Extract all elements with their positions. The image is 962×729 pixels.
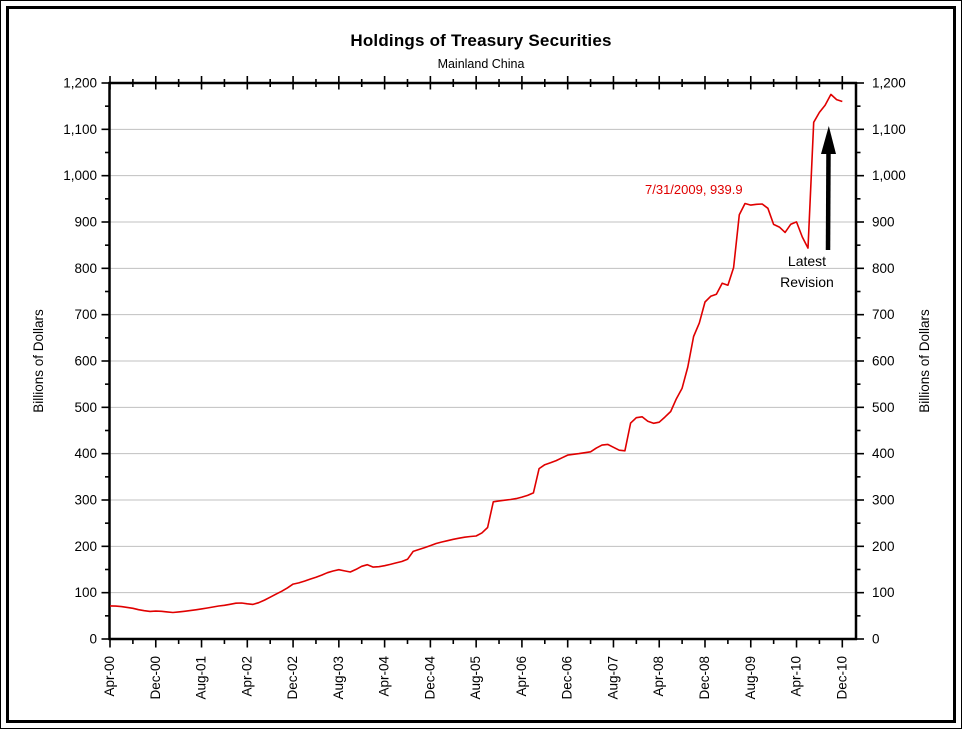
left-axis-tick-label: 1,200 (63, 76, 97, 91)
revision-note: Latest Revision (780, 251, 834, 293)
x-axis-tick-label: Aug-03 (331, 656, 346, 700)
left-axis-tick-label: 400 (74, 446, 97, 461)
right-axis-tick-label: 200 (872, 539, 895, 554)
right-axis-tick-label: 300 (872, 493, 895, 508)
x-axis-tick-label: Dec-08 (697, 656, 712, 700)
chart-title: Holdings of Treasury Securities (350, 31, 612, 50)
x-axis-tick-label: Dec-04 (422, 656, 437, 700)
left-axis-tick-label: 1,100 (63, 122, 97, 137)
x-axis-tick-label: Aug-09 (743, 656, 758, 700)
data-line-series (109, 93, 843, 614)
right-axis-tick-label: 500 (872, 400, 895, 415)
x-axis-tick-label: Dec-02 (285, 656, 300, 700)
x-axis-tick-label: Apr-08 (651, 656, 666, 697)
x-axis-tick-label: Apr-04 (377, 656, 392, 697)
x-axis-tick-label: Apr-06 (514, 656, 529, 697)
right-axis-tick-label: 0 (872, 632, 880, 647)
left-axis-tick-label: 300 (74, 493, 97, 508)
left-axis-tick-label: 0 (89, 632, 97, 647)
left-axis-tick-label: 700 (74, 307, 97, 322)
revision-note-line1: Latest (787, 253, 827, 269)
x-axis-tick-label: Dec-00 (148, 656, 163, 700)
x-axis-tick-label: Dec-10 (834, 656, 849, 700)
x-axis-tick-label: Aug-05 (468, 656, 483, 700)
right-axis-title: Billions of Dollars (917, 309, 932, 413)
left-axis-tick-label: 100 (74, 585, 97, 600)
revision-note-line2: Revision (780, 274, 834, 290)
left-axis-title: Billions of Dollars (31, 309, 46, 413)
x-axis-tick-label: Apr-10 (789, 656, 804, 697)
x-axis-tick-label: Aug-01 (194, 656, 209, 700)
left-axis-tick-label: 900 (74, 215, 97, 230)
left-axis-tick-label: 1,000 (63, 168, 97, 183)
left-axis-tick-label: 500 (74, 400, 97, 415)
chart-subtitle: Mainland China (437, 57, 525, 71)
right-axis-tick-label: 1,000 (872, 168, 906, 183)
x-axis-tick-label: Aug-07 (605, 656, 620, 700)
right-axis-tick-label: 400 (872, 446, 895, 461)
right-axis-tick-label: 600 (872, 354, 895, 369)
x-axis-tick-label: Apr-00 (102, 656, 117, 697)
left-axis-tick-label: 800 (74, 261, 97, 276)
right-axis-tick-label: 700 (872, 307, 895, 322)
right-axis-tick-label: 800 (872, 261, 895, 276)
peak-data-label: 7/31/2009, 939.9 (645, 182, 743, 197)
x-axis-tick-label: Dec-06 (560, 656, 575, 700)
right-axis-tick-label: 1,200 (872, 76, 906, 91)
revision-arrow-body (825, 150, 831, 251)
left-axis-tick-label: 600 (74, 354, 97, 369)
right-axis-tick-label: 900 (872, 215, 895, 230)
left-axis-tick-label: 200 (74, 539, 97, 554)
x-axis-tick-label: Apr-02 (239, 656, 254, 697)
right-axis-tick-label: 100 (872, 585, 895, 600)
revision-arrow-head-icon (821, 126, 836, 154)
right-axis-tick-label: 1,100 (872, 122, 906, 137)
